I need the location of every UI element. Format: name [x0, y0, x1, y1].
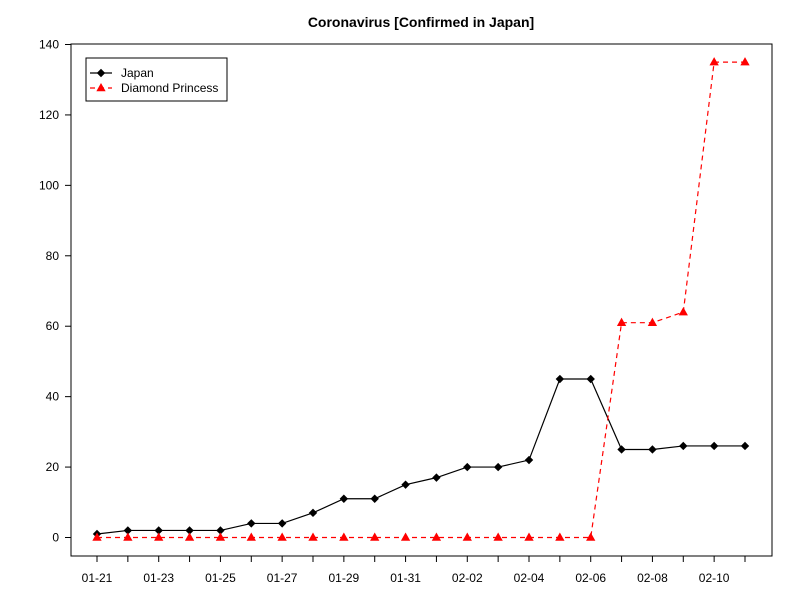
data-point-diamond [339, 494, 349, 503]
series-line-diamond-princess [97, 61, 745, 539]
data-point-triangle [400, 532, 411, 541]
y-axis: 0 20 40 60 80 100 120 140 [39, 38, 71, 545]
data-point-diamond [740, 441, 750, 451]
x-axis: 01-21 01-23 01-25 01-27 01-29 01-31 02-02 02-04… [82, 556, 746, 585]
data-point-triangle [370, 532, 380, 541]
data-point-diamond [586, 374, 595, 384]
legend-label: Diamond Princess [121, 81, 218, 95]
y-tick-label: 40 [46, 390, 60, 404]
data-point-diamond [308, 508, 318, 518]
chart-title: Coronavirus [Confirmed in Japan] [308, 14, 534, 30]
data-point-triangle [246, 532, 256, 541]
x-tick-label: 02-10 [699, 571, 730, 585]
y-tick-label: 20 [46, 460, 60, 474]
x-tick-label: 02-08 [637, 571, 668, 585]
data-point-triangle [678, 307, 688, 316]
data-point-diamond [401, 480, 410, 489]
y-tick-label: 140 [39, 38, 59, 52]
data-point-diamond [432, 473, 441, 482]
x-tick-label: 01-25 [205, 571, 236, 585]
x-tick-label: 02-04 [514, 571, 545, 585]
data-point-diamond [709, 441, 719, 451]
y-tick-label: 120 [39, 108, 59, 122]
series-layer [92, 57, 750, 541]
x-tick-label: 01-27 [267, 571, 298, 585]
legend-box [85, 57, 228, 102]
legend-label: Japan [121, 66, 154, 80]
data-point-diamond [247, 519, 256, 528]
data-point-diamond [96, 68, 106, 78]
x-tick-label: 01-21 [82, 571, 113, 585]
data-point-diamond [648, 445, 657, 454]
data-point-diamond [617, 445, 626, 454]
data-point-triangle [154, 532, 164, 541]
data-point-triangle [740, 57, 750, 66]
data-point-triangle [184, 532, 195, 541]
y-tick-label: 100 [39, 178, 59, 192]
plot-frame [70, 43, 773, 557]
x-tick-label: 01-31 [390, 571, 421, 585]
data-point-triangle [709, 57, 719, 66]
data-point-triangle [96, 82, 106, 92]
x-tick-label: 01-29 [329, 571, 360, 585]
data-point-triangle [647, 317, 658, 326]
data-point-triangle [277, 532, 287, 541]
data-point-triangle [524, 532, 534, 541]
data-point-triangle [215, 532, 226, 541]
data-point-diamond [524, 455, 534, 465]
data-point-diamond [370, 494, 379, 503]
y-tick-label: 80 [46, 249, 60, 263]
data-point-diamond [463, 462, 472, 472]
data-point-diamond [277, 519, 287, 528]
data-point-triangle [462, 532, 472, 541]
y-tick-label: 0 [52, 531, 59, 545]
y-tick-label: 60 [46, 319, 60, 333]
series-line-japan [96, 378, 745, 535]
data-point-triangle [555, 532, 565, 541]
data-point-triangle [616, 317, 627, 326]
data-point-diamond [679, 441, 688, 451]
data-point-triangle [308, 532, 318, 541]
data-point-triangle [493, 532, 503, 541]
x-tick-label: 01-23 [143, 571, 174, 585]
data-point-triangle [586, 532, 596, 541]
data-point-triangle [92, 532, 102, 541]
x-tick-label: 02-06 [575, 571, 606, 585]
series-diamond-princess [92, 57, 750, 541]
data-point-triangle [339, 532, 349, 541]
x-tick-label: 02-02 [452, 571, 483, 585]
data-point-triangle [431, 532, 442, 541]
data-point-diamond [493, 462, 503, 472]
data-point-triangle [123, 532, 133, 541]
data-point-diamond [555, 374, 565, 384]
series-japan [92, 374, 750, 539]
